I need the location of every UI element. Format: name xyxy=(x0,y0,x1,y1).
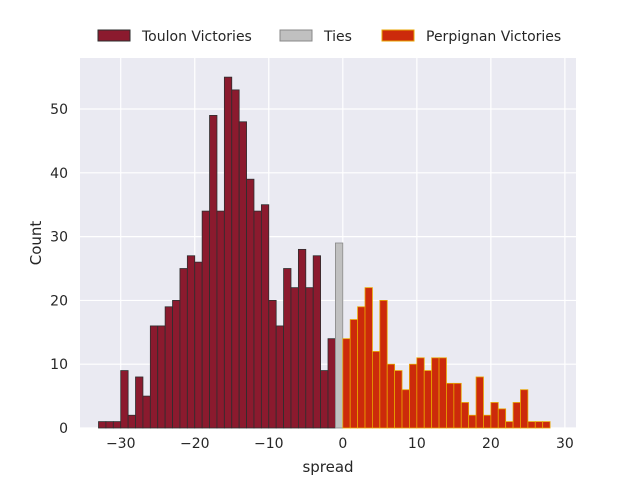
histogram-bar xyxy=(453,382,462,429)
histogram-bar xyxy=(335,242,344,429)
histogram-bar xyxy=(349,319,359,429)
histogram-bar xyxy=(475,376,484,429)
histogram-bar xyxy=(253,210,262,429)
x-tick-label: 10 xyxy=(408,436,426,452)
y-axis-label: Count xyxy=(27,221,45,266)
y-tick-label: 0 xyxy=(59,421,68,437)
histogram-bar xyxy=(164,306,173,429)
histogram-bar xyxy=(460,402,470,429)
histogram-bar xyxy=(283,268,292,429)
y-tick-label: 50 xyxy=(50,102,68,118)
histogram-bar xyxy=(364,287,373,429)
histogram-bar xyxy=(194,261,203,429)
histogram-bar xyxy=(497,408,507,429)
histogram-bar xyxy=(297,248,307,429)
histogram-bar xyxy=(431,357,440,429)
histogram-bar xyxy=(142,395,151,429)
x-tick-label: 20 xyxy=(482,436,500,452)
histogram-bar xyxy=(312,255,321,429)
histogram-bar xyxy=(438,357,447,429)
histogram-bar xyxy=(512,402,521,429)
y-tick-label: 20 xyxy=(50,293,68,309)
legend-swatch xyxy=(381,29,415,42)
histogram-bar xyxy=(290,287,299,429)
histogram-bar xyxy=(172,300,181,429)
histogram-bar xyxy=(505,421,514,429)
legend-label: Ties xyxy=(323,29,352,45)
histogram-bar xyxy=(157,325,166,429)
y-tick-label: 40 xyxy=(50,166,68,182)
histogram-bar xyxy=(216,210,225,429)
histogram-bar xyxy=(409,363,418,429)
histogram-bar xyxy=(238,121,247,429)
legend-label: Toulon Victories xyxy=(141,29,252,45)
histogram-bar xyxy=(320,370,329,429)
histogram-bar xyxy=(209,115,218,429)
x-tick-label: −20 xyxy=(180,436,210,452)
legend-label: Perpignan Victories xyxy=(426,29,561,45)
histogram-bar xyxy=(379,300,388,429)
histogram-bar xyxy=(342,338,351,429)
histogram-bar xyxy=(446,382,455,429)
histogram-bar xyxy=(223,76,233,429)
histogram-bar xyxy=(386,363,396,429)
histogram-bar xyxy=(542,421,551,429)
histogram-bar xyxy=(423,370,433,429)
histogram-bar xyxy=(327,338,336,429)
histogram-bar xyxy=(520,389,529,429)
histogram-bar xyxy=(275,325,284,429)
histogram-bar xyxy=(534,421,544,429)
histogram-bar xyxy=(468,414,477,429)
histogram-bar xyxy=(394,370,403,429)
histogram-bar xyxy=(149,325,159,429)
histogram-bar xyxy=(372,351,381,429)
legend: Toulon Victories Ties Perpignan Victories xyxy=(97,29,561,45)
legend-swatch xyxy=(279,29,313,42)
histogram-bar xyxy=(416,357,425,429)
histogram-bar xyxy=(112,421,122,429)
x-tick-label: −10 xyxy=(254,436,284,452)
x-tick-labels: −30 −20 −10 0 10 20 30 xyxy=(106,436,574,452)
histogram-bar xyxy=(120,370,129,429)
histogram-bar xyxy=(483,414,492,429)
bars-layer xyxy=(98,76,551,429)
histogram-bar xyxy=(105,421,114,429)
histogram-bar xyxy=(179,268,188,429)
histogram-bar xyxy=(231,89,240,429)
histogram-bar xyxy=(135,376,144,429)
y-tick-label: 10 xyxy=(50,357,68,373)
histogram-bar xyxy=(305,287,314,429)
histogram-bar xyxy=(260,204,270,429)
histogram-bar xyxy=(98,421,107,429)
y-tick-labels: 0 10 20 30 40 50 xyxy=(50,102,68,437)
histogram-bar xyxy=(201,210,210,429)
x-tick-label: −30 xyxy=(106,436,136,452)
y-tick-label: 30 xyxy=(50,230,68,246)
histogram-bar xyxy=(186,255,196,429)
histogram-bar xyxy=(246,178,255,429)
histogram-bar xyxy=(268,300,277,429)
histogram-bar xyxy=(127,414,136,429)
legend-swatch xyxy=(97,29,131,42)
histogram-bar xyxy=(401,389,410,429)
x-axis-label: spread xyxy=(302,458,353,476)
histogram-bar xyxy=(527,421,536,429)
x-tick-label: 30 xyxy=(556,436,574,452)
histogram-bar xyxy=(357,306,366,429)
histogram-bar xyxy=(490,402,499,429)
x-tick-label: 0 xyxy=(338,436,347,452)
